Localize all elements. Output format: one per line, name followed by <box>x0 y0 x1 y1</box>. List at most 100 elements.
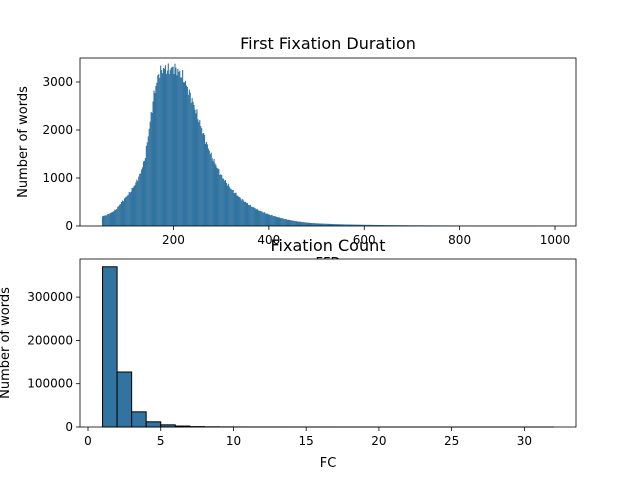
ffd-bar <box>228 186 230 226</box>
ffd-y-ticks: 0 1000 2000 3000 <box>42 75 80 233</box>
ffd-bar <box>109 213 111 226</box>
ffd-bar <box>307 222 310 226</box>
ffd-bar <box>174 63 176 226</box>
ffd-bar <box>317 223 319 226</box>
ffd-bar <box>374 224 376 226</box>
ffd-bar <box>164 65 166 226</box>
ffd-bar <box>281 217 283 226</box>
fc-title: Fixation Count <box>270 236 385 255</box>
ffd-bar <box>221 174 223 226</box>
ffd-bar <box>268 214 270 226</box>
ffd-bar <box>328 223 331 226</box>
ffd-bar <box>280 218 282 226</box>
ffd-bar <box>298 221 300 226</box>
ffd-bar <box>383 225 385 226</box>
ffd-bar <box>390 225 392 226</box>
y-tick-label: 1000 <box>42 171 73 185</box>
ffd-bar <box>266 213 269 226</box>
ffd-bar <box>115 209 117 226</box>
ffd-bar <box>248 205 250 226</box>
ffd-bar <box>207 148 209 226</box>
ffd-bar <box>354 224 356 226</box>
ffd-bar <box>384 225 386 226</box>
ffd-bar <box>242 199 244 226</box>
ffd-bar <box>387 225 389 226</box>
ffd-bar <box>363 224 365 226</box>
ffd-bar <box>265 213 267 226</box>
ffd-bar <box>356 224 358 226</box>
ffd-bar <box>286 219 288 226</box>
ffd-bar <box>386 225 388 226</box>
ffd-histogram-panel: 200 400 600 800 1000 0 1000 2000 3000 First Fix… <box>16 34 577 271</box>
ffd-bar <box>319 223 321 226</box>
ffd-bar <box>267 214 270 226</box>
ffd-bar <box>390 225 393 226</box>
ffd-bar <box>301 222 303 226</box>
x-tick-label: 20 <box>371 434 386 448</box>
ffd-bar <box>163 68 166 226</box>
ffd-bar <box>369 224 372 226</box>
ffd-bar <box>185 85 187 226</box>
ffd-bar <box>235 192 237 226</box>
ffd-bars <box>101 63 556 227</box>
fc-ylabel: Number of words <box>0 287 13 399</box>
ffd-bar <box>101 216 104 226</box>
ffd-bar <box>275 216 277 226</box>
ffd-bar <box>106 214 108 226</box>
ffd-bar <box>302 222 304 226</box>
ffd-bar <box>379 225 381 226</box>
ffd-bar <box>172 66 174 226</box>
ffd-bar <box>133 186 135 226</box>
ffd-bar <box>137 180 139 226</box>
ffd-bar <box>288 219 290 226</box>
ffd-bar <box>300 221 302 226</box>
ffd-bar <box>209 154 211 226</box>
ffd-bar <box>118 206 120 226</box>
ffd-bar <box>270 214 272 226</box>
ffd-bar <box>296 221 298 226</box>
ffd-bar <box>168 74 170 226</box>
ffd-bar <box>287 219 290 226</box>
ffd-bar <box>336 224 338 226</box>
ffd-bar <box>171 66 173 226</box>
ffd-bar <box>189 92 191 226</box>
ffd-bar <box>134 185 136 226</box>
ffd-bar <box>282 218 284 226</box>
ffd-bar <box>211 158 213 226</box>
ffd-bar <box>342 224 344 226</box>
ffd-bar <box>330 223 332 226</box>
ffd-bar <box>217 168 219 226</box>
x-tick-label: 400 <box>257 233 280 247</box>
ffd-bar <box>216 167 218 226</box>
ffd-bar <box>205 141 208 226</box>
ffd-bar <box>141 169 143 226</box>
ffd-bar <box>224 180 226 226</box>
ffd-bar <box>351 224 353 226</box>
ffd-bar <box>177 68 179 226</box>
ffd-bar <box>144 157 146 226</box>
ffd-bar <box>245 202 248 226</box>
ffd-bar <box>261 211 263 226</box>
ffd-bar <box>360 224 362 226</box>
x-tick-label: 30 <box>517 434 532 448</box>
ffd-bar <box>284 219 286 226</box>
ffd-bar <box>307 222 309 226</box>
ffd-bar <box>183 82 186 226</box>
ffd-bar <box>258 210 260 226</box>
ffd-bar <box>274 216 276 226</box>
fc-bar <box>145 421 162 428</box>
x-tick-label: 800 <box>448 233 471 247</box>
ffd-bar <box>260 211 262 226</box>
ffd-bar <box>116 208 118 226</box>
ffd-bar <box>139 173 141 226</box>
ffd-bar <box>345 224 347 226</box>
ffd-bar <box>295 221 297 226</box>
ffd-ylabel: Number of words <box>16 86 31 198</box>
ffd-bar <box>239 197 241 226</box>
ffd-bar <box>362 224 364 226</box>
ffd-bar <box>180 77 182 226</box>
ffd-bar <box>350 224 352 226</box>
ffd-bar <box>223 178 225 226</box>
ffd-bar <box>380 225 382 226</box>
